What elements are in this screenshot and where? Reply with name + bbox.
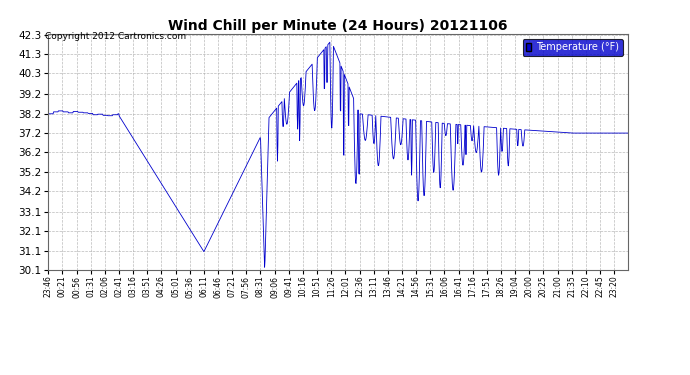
Text: Copyright 2012 Cartronics.com: Copyright 2012 Cartronics.com <box>45 32 186 41</box>
Title: Wind Chill per Minute (24 Hours) 20121106: Wind Chill per Minute (24 Hours) 2012110… <box>168 19 508 33</box>
Legend: Temperature (°F): Temperature (°F) <box>522 39 623 56</box>
